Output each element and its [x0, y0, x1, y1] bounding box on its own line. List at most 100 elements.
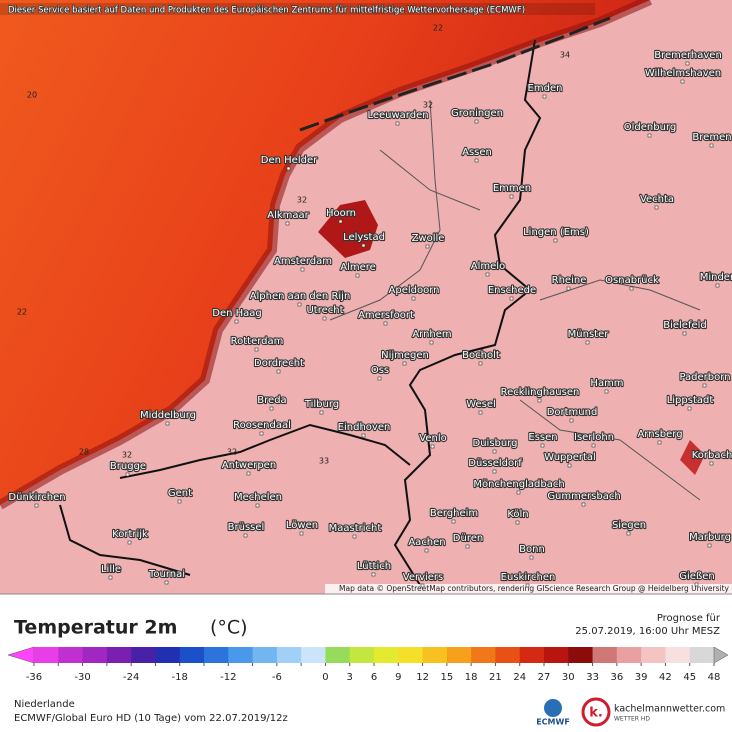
colorbar-segment: [544, 647, 569, 663]
colorbar-segment: [106, 647, 132, 663]
colorbar-segment: [131, 647, 156, 663]
city-label: Marburg: [689, 532, 731, 543]
city-dot: [709, 143, 714, 148]
city-label: Brüssel: [228, 522, 265, 533]
city-label: Hoorn: [326, 208, 356, 219]
colorbar-segment: [471, 647, 496, 663]
city-dot: [371, 572, 376, 577]
city-label: Bremerhaven: [654, 50, 722, 61]
colorbar-tick-label: 24: [513, 672, 526, 683]
region: Niederlande: [14, 699, 75, 710]
contour-label: 34: [560, 51, 570, 60]
city-label: Oss: [371, 365, 389, 376]
city-label: Siegen: [612, 520, 646, 531]
city-label: Verviers: [403, 572, 444, 583]
city-dot: [685, 61, 690, 66]
warm-spot: [680, 440, 705, 475]
city-dot: [626, 531, 631, 536]
colorbar-tick-label: 45: [683, 672, 696, 683]
city-label: Dordrecht: [254, 358, 304, 369]
city-dot: [682, 331, 687, 336]
colorbar-segment: [179, 647, 205, 663]
city-dot: [702, 383, 707, 388]
city-label: Brugge: [110, 461, 146, 472]
city-dot: [553, 238, 558, 243]
colorbar-arrow: [713, 646, 729, 664]
city-label: Almere: [340, 262, 376, 273]
city-dot: [127, 540, 132, 545]
city-dot: [707, 543, 712, 548]
city-label: Korbach: [692, 450, 732, 461]
city-dot: [474, 158, 479, 163]
city-label: Duisburg: [473, 438, 518, 449]
city-label: Wuppertal: [544, 452, 596, 463]
city-dot: [243, 533, 248, 538]
contour-label: 33: [319, 457, 329, 466]
colorbar-segment: [689, 647, 715, 663]
city-dot: [492, 469, 497, 474]
site-sub: WETTER HD: [614, 716, 650, 723]
city-dot: [492, 449, 497, 454]
city-label: Düsseldorf: [468, 458, 522, 469]
city-label: Vechta: [640, 194, 674, 205]
city-label: Lingen (Ems): [523, 227, 589, 238]
colorbar-tick-label: 0: [322, 672, 328, 683]
city-dot: [537, 398, 542, 403]
colorbar-tick-label: 30: [562, 672, 575, 683]
colorbar-tick-label: -6: [272, 672, 282, 683]
city-dot: [585, 340, 590, 345]
city-dot: [474, 119, 479, 124]
colorbar-segment: [446, 647, 472, 663]
city-label: Gießen: [679, 571, 714, 582]
city-label: Bocholt: [462, 350, 500, 361]
city-dot: [657, 440, 662, 445]
city-label: Amersfoort: [358, 310, 414, 321]
colorbar-tick-label: 48: [708, 672, 721, 683]
colorbar-segment: [422, 647, 448, 663]
city-dot: [411, 296, 416, 301]
city-dot: [383, 321, 388, 326]
ecmwf-icon: [544, 699, 562, 717]
legend-unit: (°C): [210, 617, 248, 639]
city-label: Gent: [168, 488, 192, 499]
city-dot: [177, 499, 182, 504]
city-dot: [377, 376, 382, 381]
city-dot: [299, 531, 304, 536]
colorbar-tick-label: 36: [610, 672, 623, 683]
city-label: Almelo: [471, 261, 505, 272]
city-label: Arnsberg: [637, 429, 682, 440]
colorbar-tick-label: 33: [586, 672, 599, 683]
city-dot: [300, 267, 305, 272]
contour-label: 32: [423, 101, 433, 110]
city-label: Venlo: [419, 433, 446, 444]
city-label: Bielefeld: [663, 320, 707, 331]
colorbar-tick-label: 21: [489, 672, 502, 683]
city-label: Middelburg: [140, 410, 196, 421]
colorbar-tick-label: -18: [172, 672, 188, 683]
city-label: Eindhoven: [338, 422, 391, 433]
colorbar-segment: [495, 647, 521, 663]
city-dot: [352, 534, 357, 539]
city-dot: [361, 433, 366, 438]
city-dot: [591, 443, 596, 448]
sea: [0, 0, 650, 505]
city-dot: [246, 471, 251, 476]
region-borders: [329, 99, 701, 501]
k-logo-ring: [581, 697, 611, 727]
city-label: Antwerpen: [222, 460, 276, 471]
city-label: Alkmaar: [267, 210, 309, 221]
city-dot: [478, 410, 483, 415]
city-dot: [34, 503, 39, 508]
city-label: Lüttich: [357, 561, 391, 572]
city-label: Emden: [528, 83, 563, 94]
city-label: Roosendaal: [233, 420, 291, 431]
colorbar-segment: [58, 647, 84, 663]
ecmwf-logo: ECMWF: [536, 718, 570, 727]
city-label: Recklinghausen: [501, 387, 580, 398]
city-label: Breda: [257, 395, 286, 406]
colorbar-tick-label: 9: [395, 672, 401, 683]
city-dot: [338, 219, 343, 224]
city-dot: [164, 580, 169, 585]
city-dot: [529, 555, 534, 560]
